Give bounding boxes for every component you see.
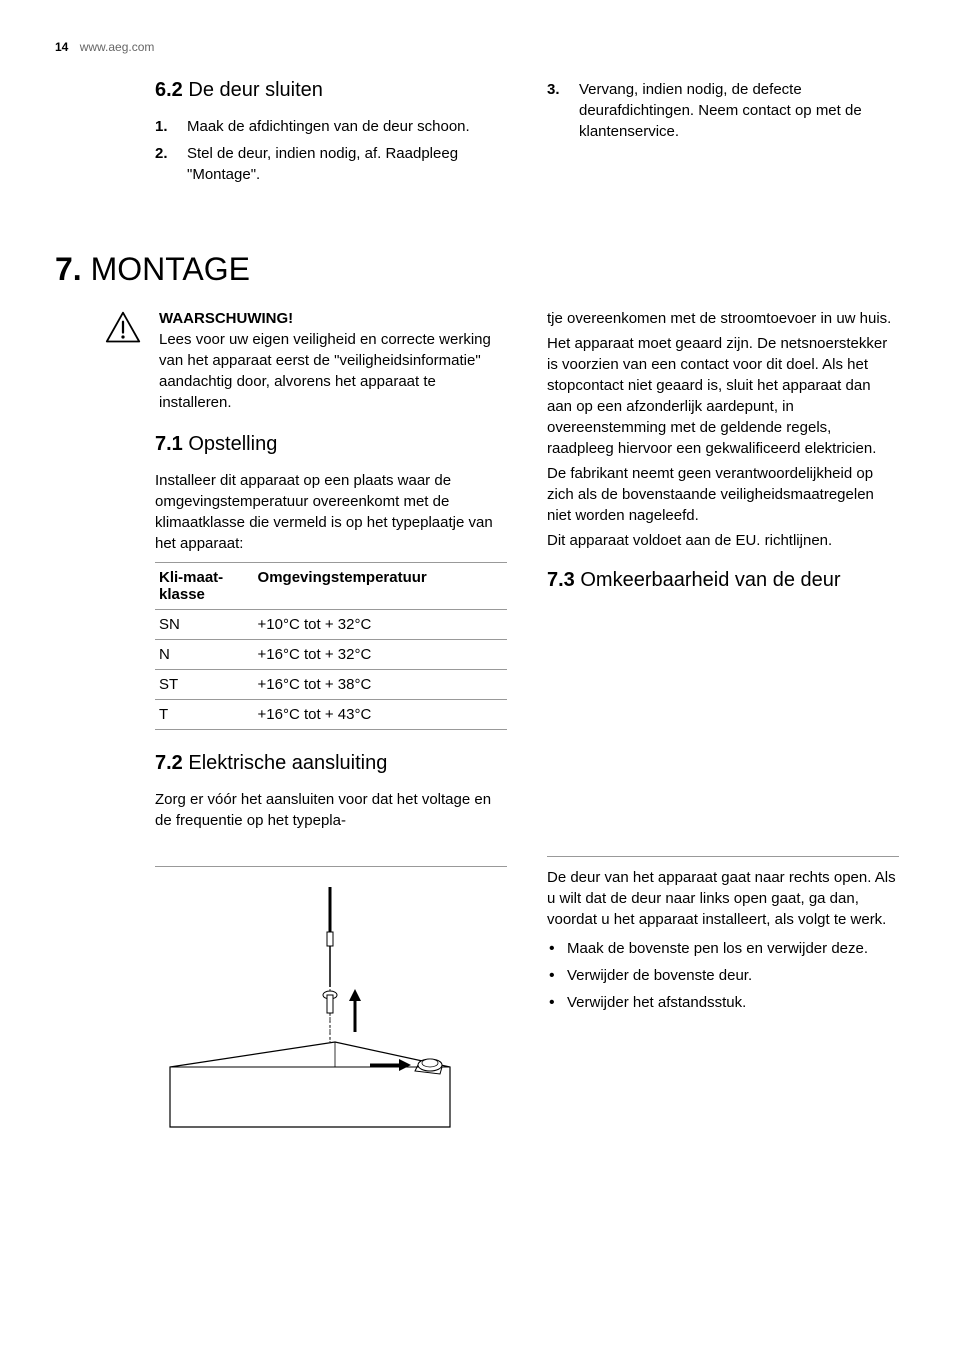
list-item: Vervang, indien nodig, de defecte deuraf…	[547, 79, 899, 142]
para-7-2-2: Het apparaat moet geaard zijn. De netsno…	[547, 333, 899, 459]
spacer	[547, 606, 899, 856]
heading-6-2: 6.2 De deur sluiten	[155, 79, 507, 102]
td-klasse: SN	[155, 610, 254, 640]
list-item: Stel de deur, indien nodig, af. Raadplee…	[155, 143, 507, 185]
warning-icon	[105, 310, 141, 346]
page-number: 14	[55, 40, 68, 54]
section-7-row: WAARSCHUWING! Lees voor uw eigen veiligh…	[55, 308, 899, 856]
table-row: ST +16°C tot + 38°C	[155, 670, 507, 700]
heading-7-2: 7.2 Elektrische aansluiting	[155, 752, 507, 775]
para-7-2-cont: tje overeenkomen met de stroomtoevoer in…	[547, 308, 899, 329]
heading-7-3-num: 7.3	[547, 569, 575, 591]
list-item: Verwijder het afstandsstuk.	[547, 992, 899, 1013]
table-row: N +16°C tot + 32°C	[155, 640, 507, 670]
col-right-62: Vervang, indien nodig, de defecte deuraf…	[547, 79, 899, 191]
heading-7-3-text: Omkeerbaarheid van de deur	[580, 569, 840, 591]
heading-6-2-num: 6.2	[155, 79, 183, 101]
td-temp: +16°C tot + 38°C	[254, 670, 507, 700]
col-left-7: WAARSCHUWING! Lees voor uw eigen veiligh…	[155, 308, 507, 856]
door-diagram	[155, 877, 455, 1147]
warning-body: Lees voor uw eigen veiligheid en correct…	[159, 331, 491, 411]
list-item: Maak de afdichtingen van de deur schoon.	[155, 116, 507, 137]
heading-7-3: 7.3 Omkeerbaarheid van de deur	[547, 569, 899, 592]
heading-7-num: 7.	[55, 251, 82, 287]
td-temp: +16°C tot + 43°C	[254, 700, 507, 730]
para-7-2-1: Zorg er vóór het aansluiten voor dat het…	[155, 789, 507, 831]
table-row: Kli-maat-klasse Omgevingstemperatuur	[155, 563, 507, 610]
td-klasse: ST	[155, 670, 254, 700]
td-temp: +16°C tot + 32°C	[254, 640, 507, 670]
th-klasse: Kli-maat-klasse	[155, 563, 254, 610]
warning-block: WAARSCHUWING! Lees voor uw eigen veiligh…	[105, 308, 507, 413]
heading-7-2-num: 7.2	[155, 752, 183, 774]
td-klasse: N	[155, 640, 254, 670]
heading-7-1: 7.1 Opstelling	[155, 433, 507, 456]
heading-7-2-text: Elektrische aansluiting	[188, 752, 387, 774]
list-6-2-left: Maak de afdichtingen van de deur schoon.…	[155, 116, 507, 185]
diagram-col	[155, 866, 507, 1152]
climate-table: Kli-maat-klasse Omgevingstemperatuur SN …	[155, 562, 507, 730]
td-temp: +10°C tot + 32°C	[254, 610, 507, 640]
diagram-row: De deur van het apparaat gaat naar recht…	[55, 856, 899, 1152]
warning-title: WAARSCHUWING!	[159, 308, 507, 329]
bullets-7-3: Maak de bovenste pen los en verwijder de…	[547, 938, 899, 1013]
heading-6-2-text: De deur sluiten	[188, 79, 323, 101]
table-row: SN +10°C tot + 32°C	[155, 610, 507, 640]
heading-7-text: MONTAGE	[91, 251, 250, 287]
list-6-2-right: Vervang, indien nodig, de defecte deuraf…	[547, 79, 899, 142]
list-item: Maak de bovenste pen los en verwijder de…	[547, 938, 899, 959]
section-6-2-row: 6.2 De deur sluiten Maak de afdichtingen…	[55, 79, 899, 191]
col-left-62: 6.2 De deur sluiten Maak de afdichtingen…	[155, 79, 507, 191]
heading-7: 7. MONTAGE	[55, 251, 899, 288]
th-temp: Omgevingstemperatuur	[254, 563, 507, 610]
para-7-3-1: De deur van het apparaat gaat naar recht…	[547, 867, 899, 930]
td-klasse: T	[155, 700, 254, 730]
header-url: www.aeg.com	[80, 40, 155, 54]
para-7-2-4: Dit apparaat voldoet aan de EU. richtlij…	[547, 530, 899, 551]
list-item: Verwijder de bovenste deur.	[547, 965, 899, 986]
para-7-2-3: De fabrikant neemt geen verantwoordelijk…	[547, 463, 899, 526]
heading-7-1-num: 7.1	[155, 433, 183, 455]
col-right-7: tje overeenkomen met de stroomtoevoer in…	[547, 308, 899, 856]
warning-text-block: WAARSCHUWING! Lees voor uw eigen veiligh…	[159, 308, 507, 413]
col-right-diagram: De deur van het apparaat gaat naar recht…	[547, 856, 899, 1152]
para-7-1-intro: Installeer dit apparaat op een plaats wa…	[155, 470, 507, 554]
page-header: 14 www.aeg.com	[55, 40, 899, 54]
heading-7-1-text: Opstelling	[188, 433, 277, 455]
table-row: T +16°C tot + 43°C	[155, 700, 507, 730]
